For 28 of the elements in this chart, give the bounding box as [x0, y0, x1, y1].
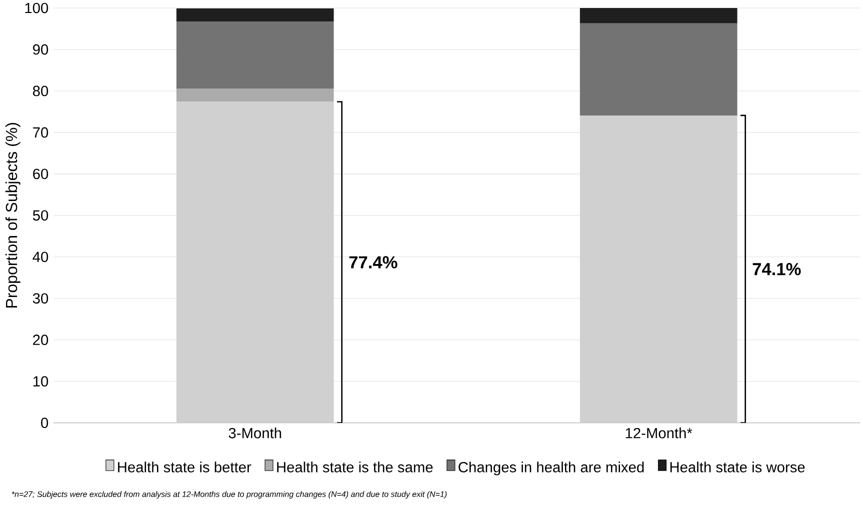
y-tick-label: 40: [32, 252, 48, 262]
y-tick-label: 70: [33, 127, 48, 138]
legend-label: Changes in health are mixed: [458, 462, 644, 476]
bar: [176, 8, 334, 22]
legend-label: Health state is the same: [277, 462, 433, 472]
y-axis-title: Proportion of Subjects (%): [5, 123, 20, 308]
bar: [176, 22, 334, 89]
annotation: 77.4%: [349, 256, 398, 268]
x-tick-label: 12-Month*: [626, 428, 692, 438]
y-tick-label: 60: [33, 168, 48, 180]
x-tick-label: 3-Month: [228, 428, 282, 438]
y-tick-label: 90: [33, 44, 48, 55]
bar: [580, 8, 738, 24]
legend-label: Health state is worse: [670, 462, 805, 472]
annotation: 74.1%: [752, 263, 801, 276]
bar: [580, 116, 738, 423]
y-tick-label: 30: [32, 293, 48, 304]
y-tick-label: 20: [33, 334, 48, 346]
y-tick-label: 0: [41, 418, 48, 428]
bar: [580, 23, 738, 116]
y-tick-label: 80: [32, 86, 48, 96]
text: *n=27; Subjects were excluded from analysis at 12-Months due to programming changes (N=4) and due to study exit (N=1): [12, 491, 447, 499]
y-tick-label: 10: [33, 376, 48, 387]
bar: [176, 102, 334, 423]
y-tick-label: 100: [25, 2, 48, 14]
y-tick-label: 50: [32, 210, 48, 221]
legend-label: Health state is better: [118, 462, 252, 472]
bar: [176, 88, 334, 102]
